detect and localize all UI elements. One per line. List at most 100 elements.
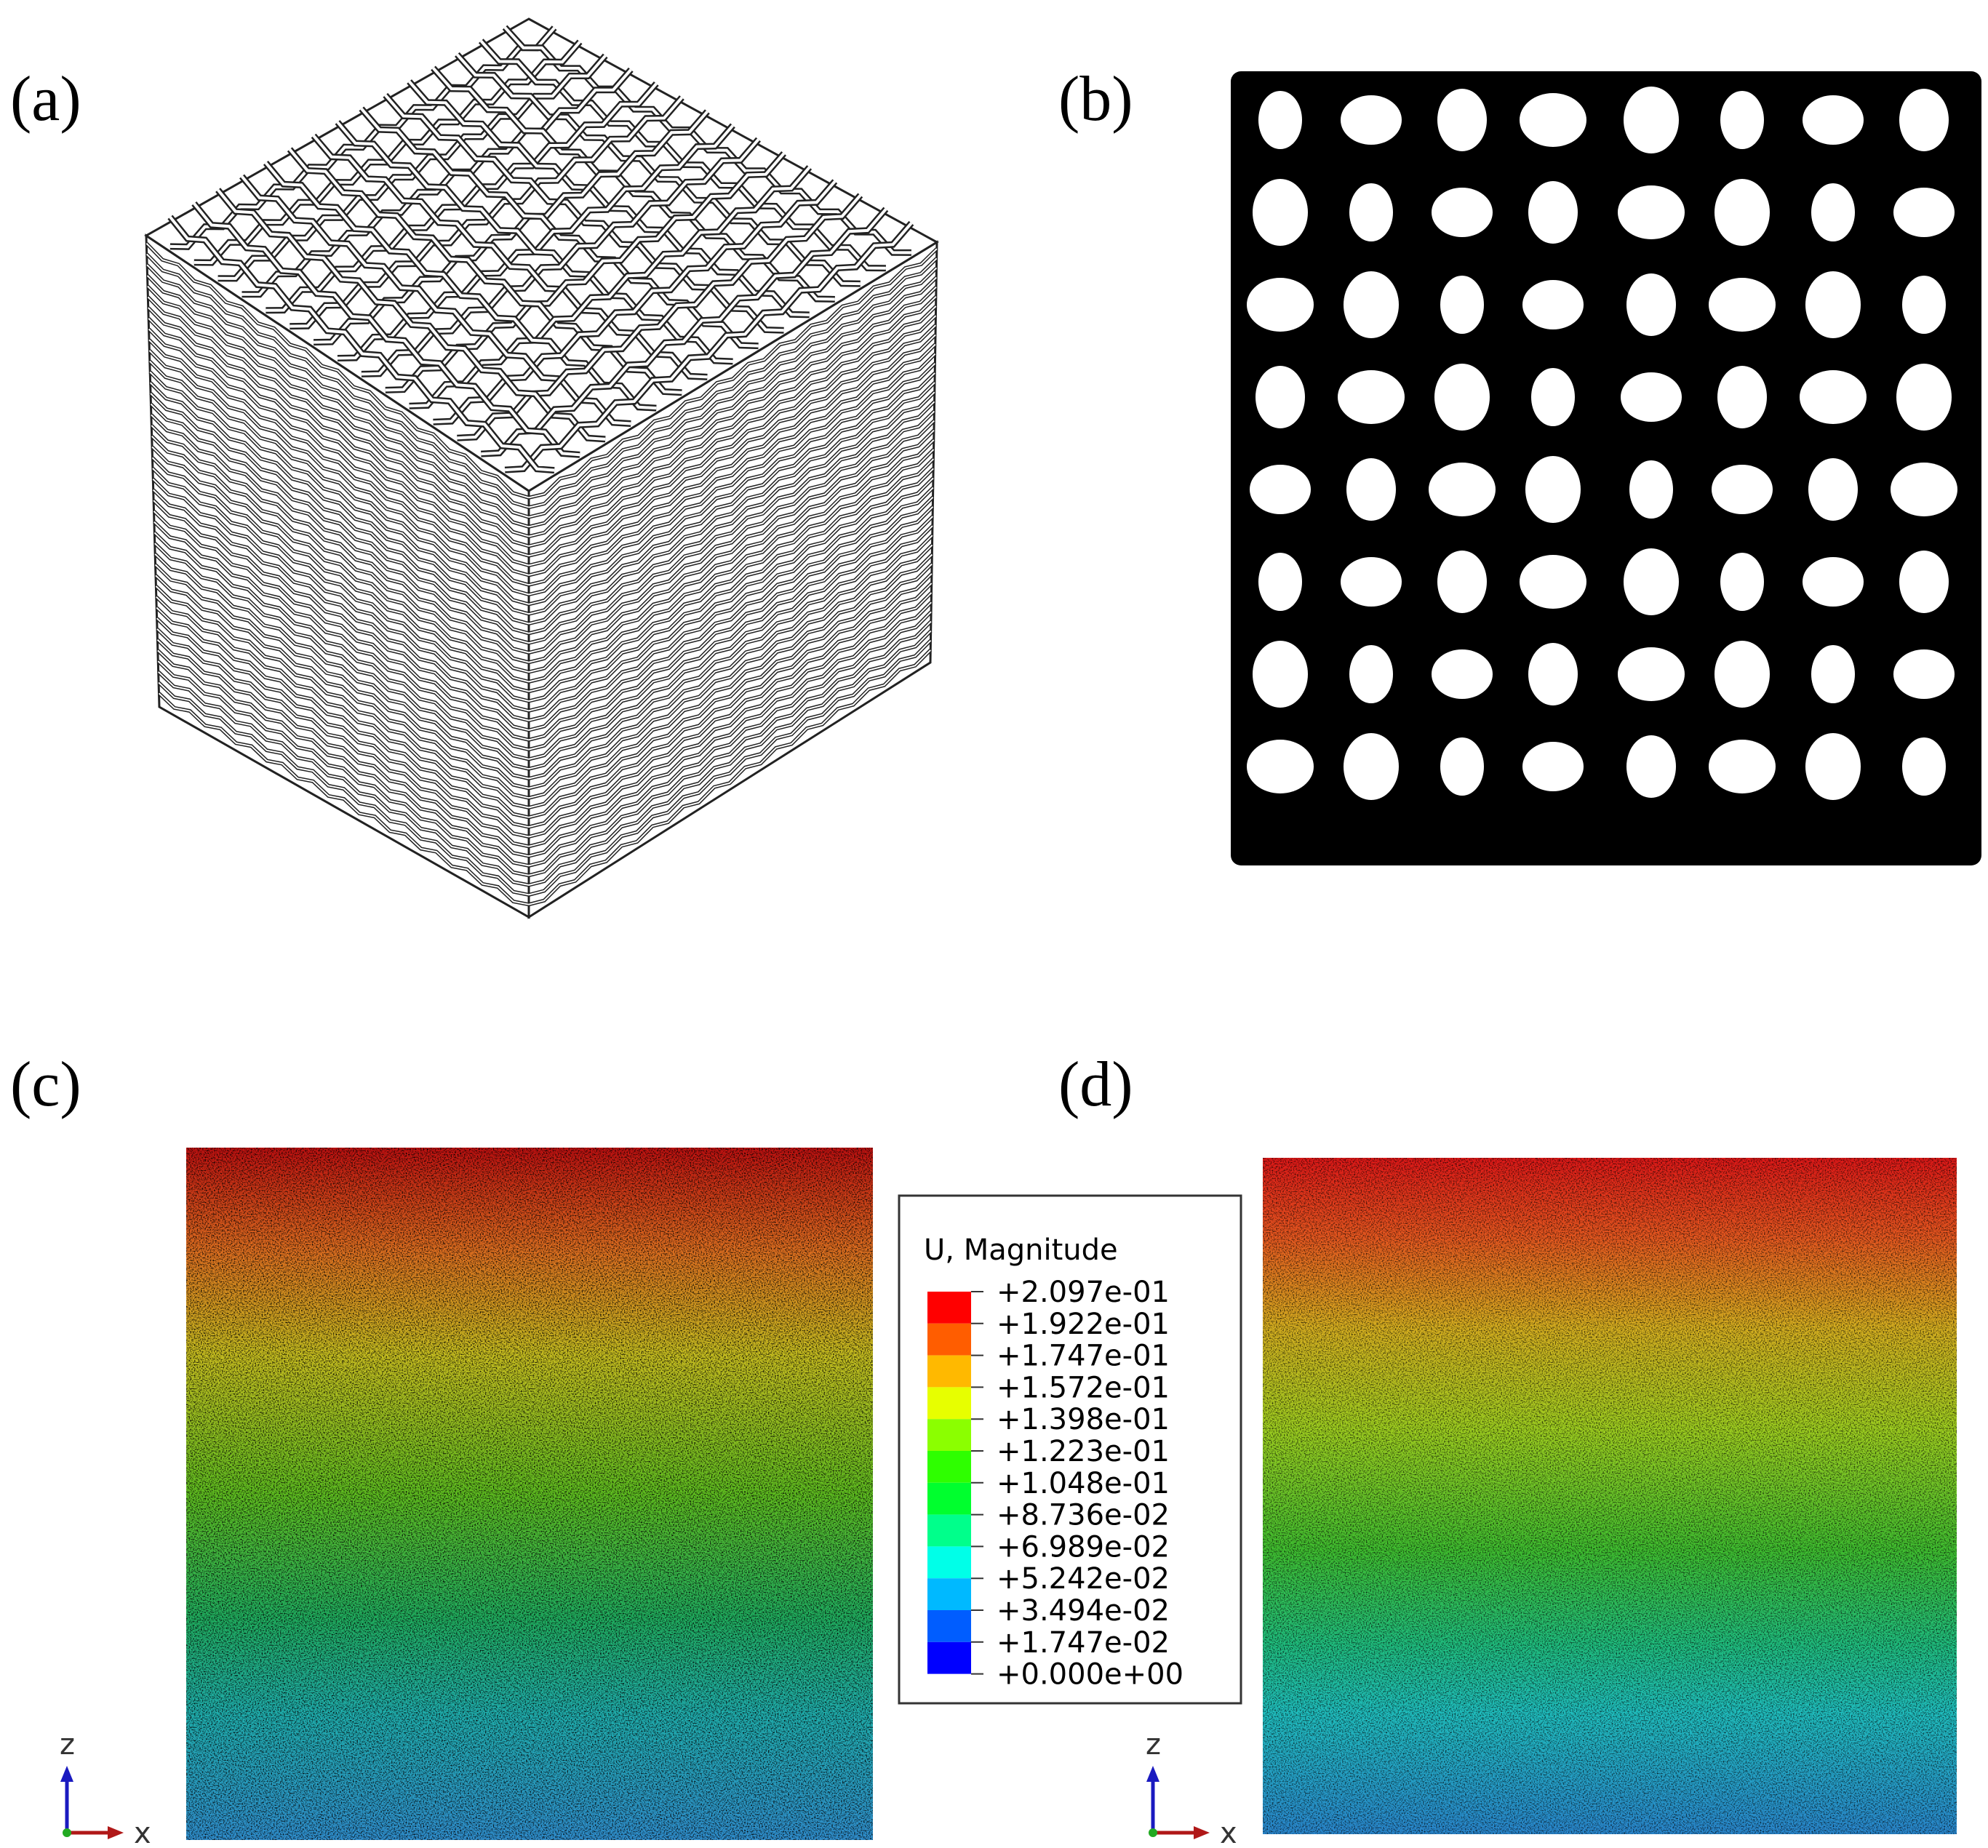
- pore: [1808, 458, 1858, 521]
- strut: [154, 543, 530, 770]
- strut: [153, 500, 530, 731]
- panel-label: (d): [1058, 1049, 1133, 1120]
- strut: [149, 382, 530, 625]
- strut: [152, 478, 530, 712]
- strut: [433, 180, 837, 424]
- strut: [148, 339, 530, 586]
- strut: [149, 371, 530, 615]
- axis-label: x: [134, 1817, 151, 1848]
- strut: [528, 296, 937, 547]
- pore: [1714, 641, 1770, 708]
- lattice-section: [1231, 71, 1981, 865]
- pore: [1338, 370, 1405, 424]
- axis-origin: [63, 1828, 71, 1837]
- strut: [528, 401, 935, 654]
- legend-label: +1.572e-01: [997, 1371, 1170, 1404]
- legend-label: +1.747e-01: [997, 1340, 1170, 1373]
- pore: [1440, 737, 1484, 796]
- strut: [158, 681, 530, 896]
- strut: [528, 315, 937, 567]
- legend-swatch: [927, 1482, 971, 1515]
- pore: [1440, 276, 1484, 334]
- axis-origin: [1149, 1828, 1157, 1837]
- pore: [1522, 742, 1584, 791]
- pore: [1531, 368, 1575, 426]
- strut: [152, 468, 530, 702]
- pore: [1709, 278, 1776, 332]
- pore: [1805, 271, 1861, 338]
- strut: [146, 264, 530, 518]
- strut: [528, 248, 938, 499]
- panel-label: (a): [10, 64, 81, 135]
- pore: [1720, 553, 1764, 611]
- strut: [455, 53, 861, 286]
- pore: [1349, 183, 1393, 241]
- pore: [1896, 364, 1952, 431]
- pore: [1253, 641, 1308, 708]
- contour-texture: [186, 1148, 873, 1840]
- strut: [528, 458, 935, 712]
- pore: [1528, 643, 1578, 705]
- strut: [528, 620, 932, 876]
- strut: [528, 353, 936, 605]
- strut: [528, 563, 933, 818]
- pore: [1341, 557, 1402, 607]
- strut: [169, 216, 555, 472]
- pore: [1811, 183, 1855, 241]
- pore: [1346, 458, 1396, 521]
- axis-x-head: [1194, 1826, 1210, 1839]
- strut: [409, 166, 811, 408]
- axis-label: x: [1220, 1817, 1237, 1848]
- legend-swatch: [927, 1610, 971, 1642]
- strut: [528, 343, 936, 596]
- pore: [1714, 179, 1770, 246]
- pore: [1429, 463, 1496, 516]
- pore: [1525, 456, 1581, 523]
- strut: [528, 601, 932, 857]
- strut: [361, 138, 760, 376]
- strut: [148, 328, 530, 576]
- strut: [385, 152, 786, 392]
- pore: [1432, 649, 1493, 699]
- pore: [1720, 91, 1764, 149]
- pore: [1344, 271, 1399, 338]
- legend-label: +5.242e-02: [997, 1562, 1170, 1596]
- axis-label: z: [60, 1728, 75, 1761]
- strut: [151, 414, 530, 654]
- pore: [1256, 366, 1305, 428]
- pore: [1899, 551, 1949, 613]
- axis-z-head: [60, 1766, 73, 1782]
- legend-swatch: [927, 1355, 971, 1388]
- strut: [528, 439, 935, 692]
- strut: [314, 110, 708, 344]
- strut: [312, 135, 708, 379]
- strut: [154, 553, 530, 780]
- panel-label: (b): [1058, 64, 1133, 135]
- legend: U, Magnitude +2.097e-01+1.922e-01+1.747e…: [898, 1194, 1242, 1705]
- pore: [1253, 179, 1308, 246]
- pore: [1626, 273, 1676, 336]
- strut: [528, 553, 933, 809]
- strut: [528, 449, 935, 702]
- strut: [528, 391, 935, 644]
- strut: [241, 68, 632, 296]
- strut: [528, 267, 938, 518]
- legend-title: U, Magnitude: [924, 1233, 1118, 1267]
- contour-c: [186, 1148, 873, 1840]
- strut: [148, 350, 530, 596]
- strut: [528, 506, 934, 760]
- pore: [1893, 188, 1955, 237]
- strut: [150, 403, 530, 644]
- strut: [528, 420, 935, 673]
- strut: [528, 535, 933, 789]
- strut: [528, 525, 933, 780]
- strut: [528, 516, 933, 770]
- pore: [1247, 740, 1314, 793]
- legend-swatch: [927, 1641, 971, 1674]
- pore: [1803, 95, 1864, 145]
- strut: [528, 573, 933, 828]
- section-solid: [1231, 71, 1981, 865]
- strut: [360, 108, 759, 348]
- legend-label: +1.398e-01: [997, 1403, 1170, 1436]
